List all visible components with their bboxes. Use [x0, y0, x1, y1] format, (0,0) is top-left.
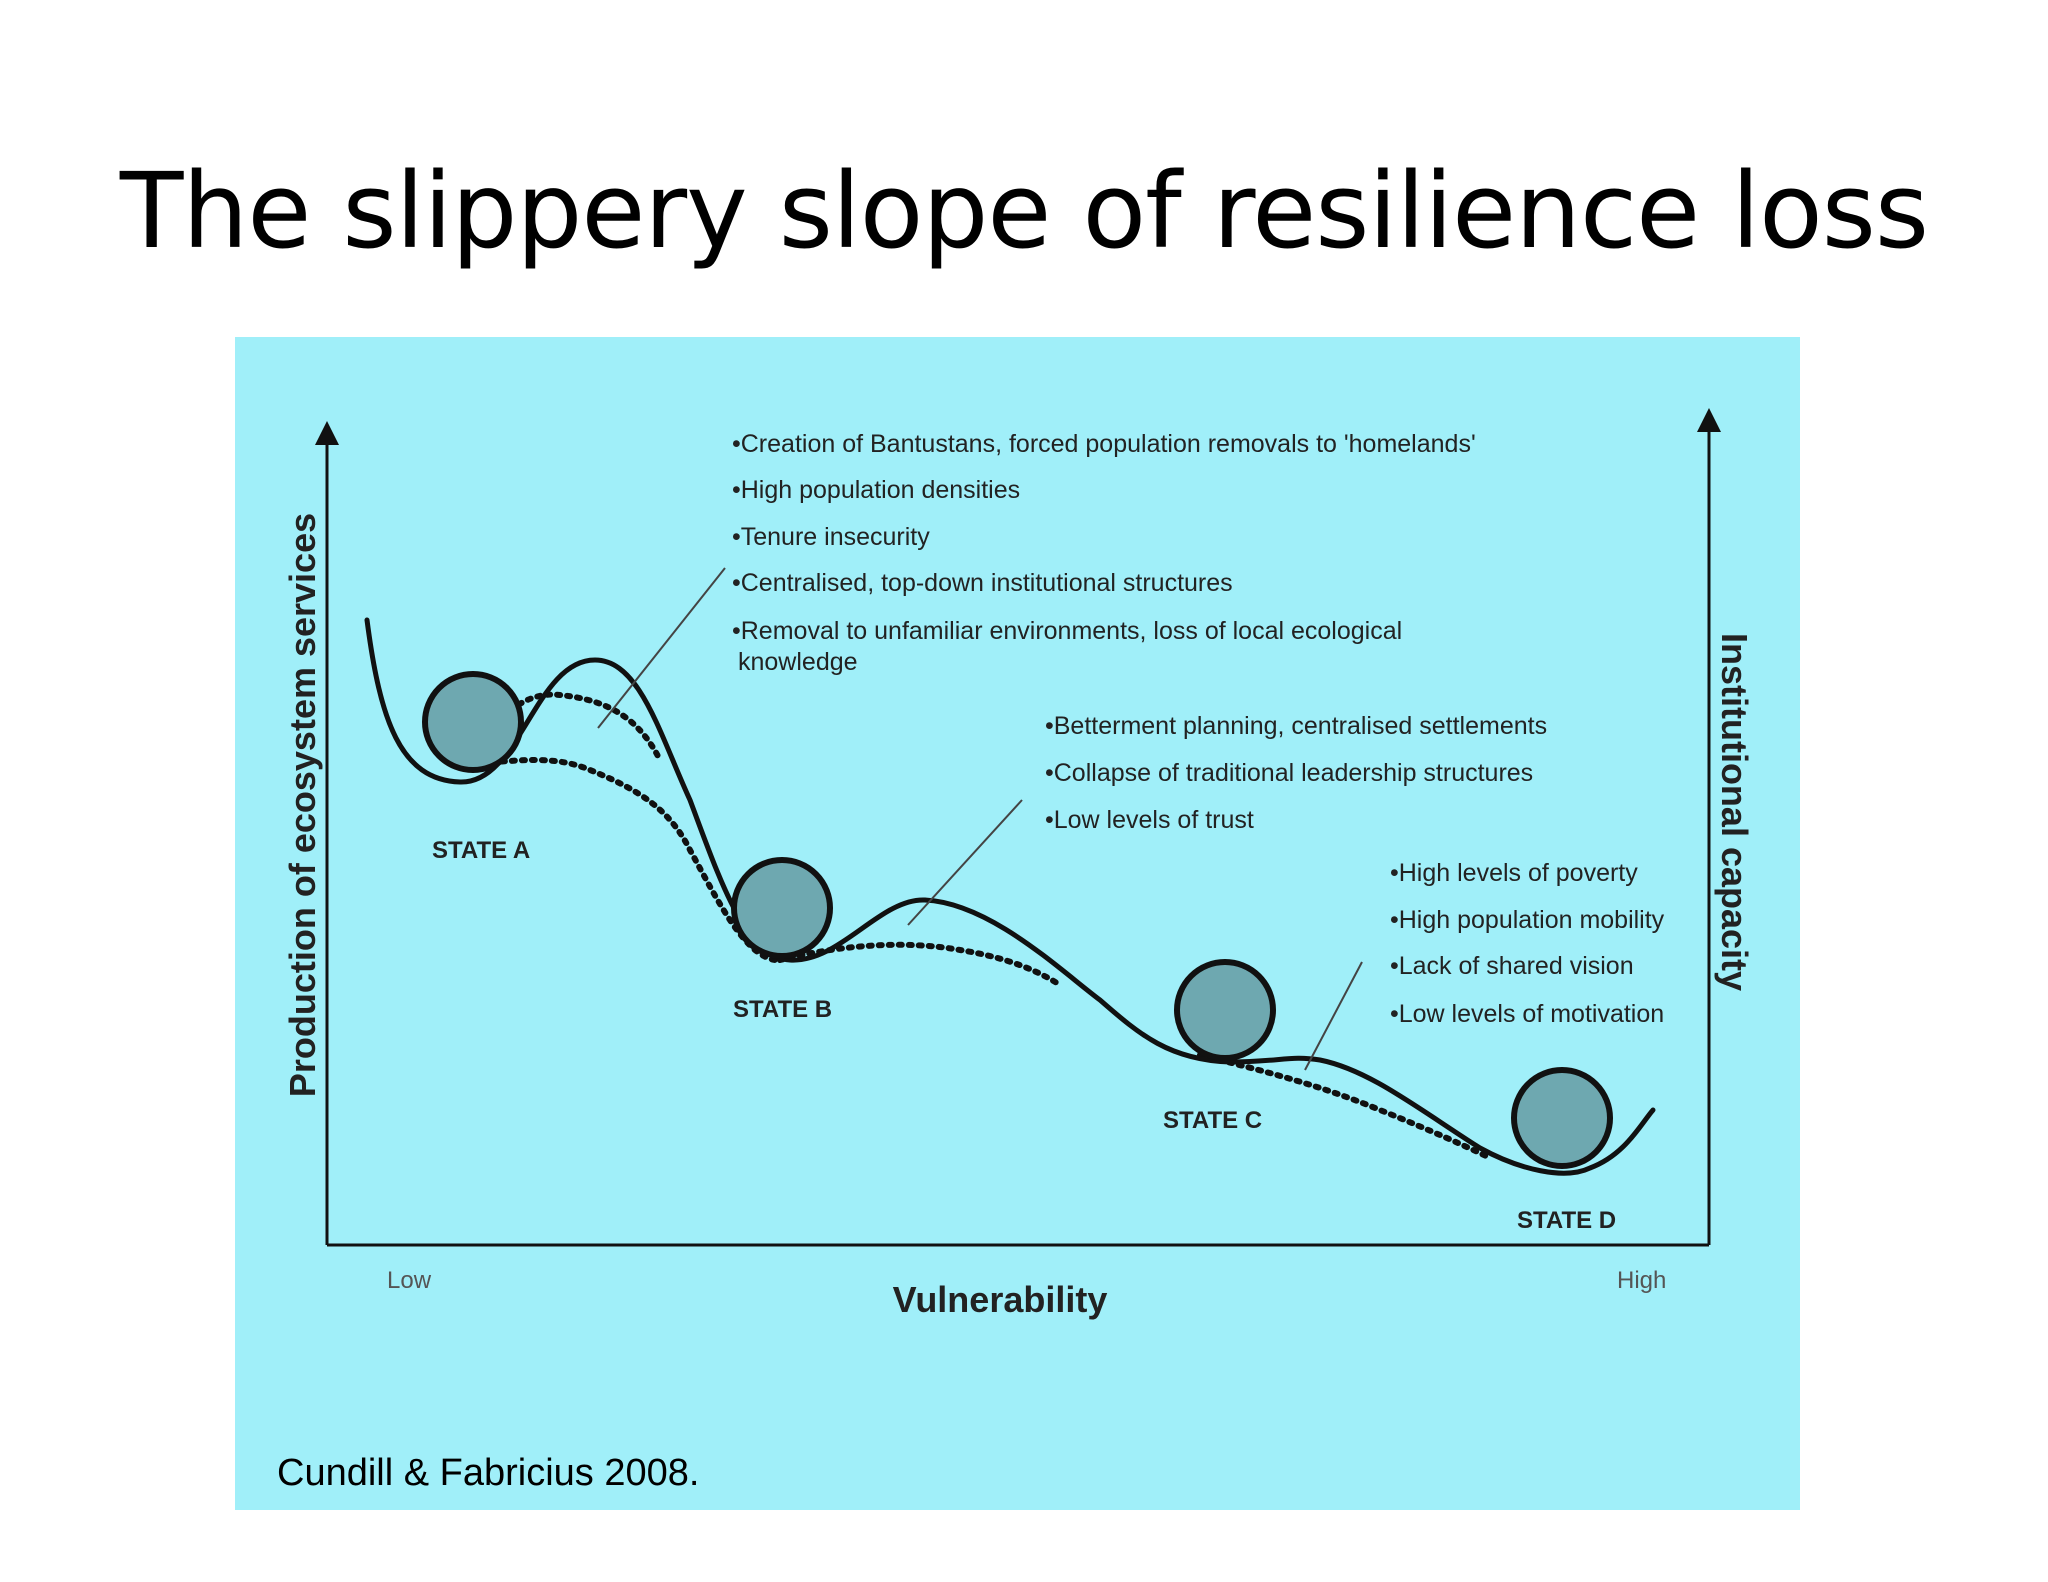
driver-item: •Betterment planning, centralised settle…: [1045, 712, 1547, 740]
driver-item: •Removal to unfamiliar environments, los…: [732, 617, 1402, 645]
driver-item: •High levels of poverty: [1390, 859, 1638, 887]
pointer-line-3: [1304, 961, 1363, 1071]
y-axis-left-label: Production of ecosystem services: [282, 513, 323, 1097]
driver-item: •High population densities: [732, 476, 1020, 504]
driver-item: •High population mobility: [1390, 906, 1665, 934]
driver-item: knowledge: [738, 648, 858, 676]
ball-state-a: [422, 671, 524, 773]
dotted-curve-c: [1197, 1052, 1493, 1161]
ball-state-d: [1511, 1067, 1613, 1169]
driver-item: •Creation of Bantustans, forced populati…: [732, 430, 1476, 458]
y-axis-right-label: Institutional capacity: [1714, 633, 1755, 991]
x-axis-label: Vulnerability: [893, 1279, 1108, 1320]
driver-item: •Lack of shared vision: [1390, 952, 1634, 980]
state-d-label: STATE D: [1517, 1207, 1616, 1234]
landscape-curve: [364, 617, 1656, 1176]
pointer-line-1: [597, 567, 726, 729]
citation: Cundill & Fabricius 2008.: [277, 1452, 699, 1494]
driver-group-3: •High levels of poverty •High population…: [1390, 859, 1665, 1028]
ball-state-c: [1174, 959, 1276, 1061]
driver-group-2: •Betterment planning, centralised settle…: [1045, 712, 1547, 834]
driver-group-1: •Creation of Bantustans, forced populati…: [732, 430, 1476, 676]
ball-state-b: [731, 857, 833, 959]
driver-item: •Centralised, top-down institutional str…: [732, 569, 1233, 597]
x-axis-low-label: Low: [387, 1267, 432, 1294]
state-b-label: STATE B: [733, 996, 832, 1023]
driver-item: •Tenure insecurity: [732, 523, 930, 551]
driver-item: •Low levels of trust: [1045, 806, 1254, 834]
driver-item: •Collapse of traditional leadership stru…: [1045, 759, 1533, 787]
state-a-label: STATE A: [432, 837, 530, 864]
driver-item: •Low levels of motivation: [1390, 1000, 1664, 1028]
slide-title: The slippery slope of resilience loss: [119, 150, 1929, 272]
diagram-panel: [235, 337, 1800, 1510]
x-axis-high-label: High: [1617, 1267, 1666, 1294]
state-c-label: STATE C: [1163, 1107, 1262, 1134]
pointer-line-2: [907, 799, 1023, 926]
